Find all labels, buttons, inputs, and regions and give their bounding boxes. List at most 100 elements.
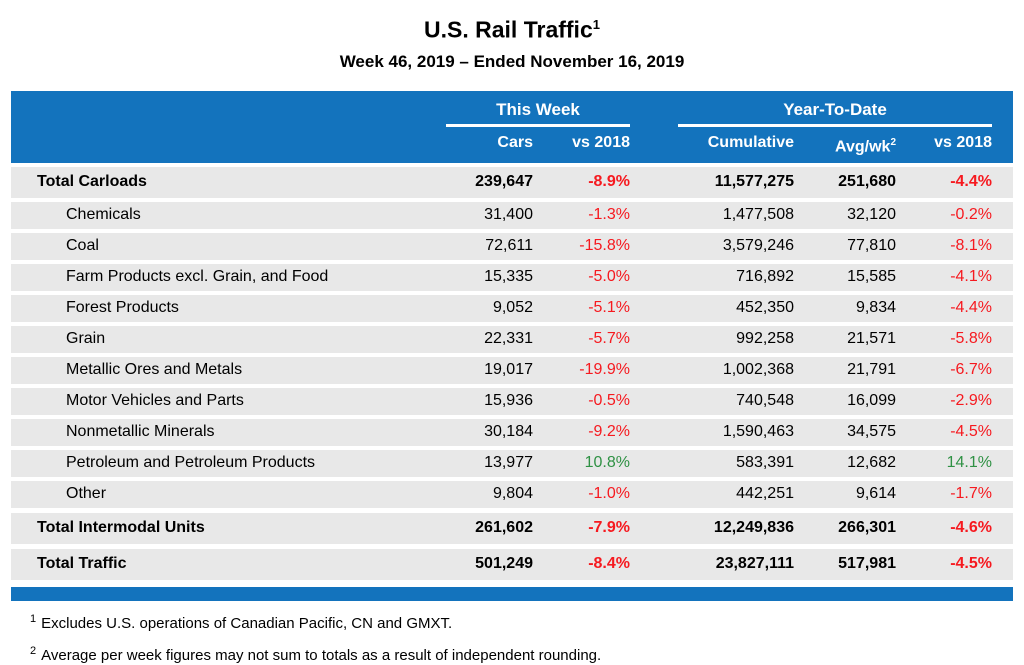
table-row-total: Total Carloads 239,647 -8.9% 11,577,275 …	[11, 166, 1013, 198]
vs-2018-ytd-value: -8.1%	[950, 237, 992, 255]
row-label: Coal	[66, 237, 99, 255]
row-label: Metallic Ores and Metals	[66, 361, 243, 379]
footnotes: 1 Excludes U.S. operations of Canadian Pa…	[30, 610, 1024, 665]
avg-wk-footnote-marker: 2	[890, 136, 896, 148]
vs-2018-week-value: -9.2%	[588, 423, 630, 441]
col-header-cars: Cars	[497, 133, 533, 151]
col-group-this-week: This Week	[446, 100, 630, 127]
footnote-2: 2 Average per week figures may not sum to…	[30, 642, 1024, 665]
vs-2018-week-value: -5.1%	[588, 299, 630, 317]
footnote-1-text: Excludes U.S. operations of Canadian Pac…	[41, 614, 453, 632]
avg-per-week-value: 34,575	[847, 423, 896, 441]
table-row: Petroleum and Petroleum Products 13,977 …	[11, 449, 1013, 477]
page-title-text: U.S. Rail Traffic	[424, 16, 593, 43]
vs-2018-ytd-value: -4.4%	[950, 299, 992, 317]
cumulative-value: 992,258	[736, 330, 794, 348]
column-header-row: Cars vs 2018 Cumulative Avg/wk2 vs 2018	[11, 127, 1013, 163]
footnote-1: 1 Excludes U.S. operations of Canadian Pa…	[30, 610, 1024, 633]
column-group-row: This Week Year-To-Date	[11, 100, 1013, 127]
vs-2018-ytd-value: -4.5%	[950, 555, 992, 573]
cars-value: 501,249	[475, 555, 533, 573]
vs-2018-week-value: -1.0%	[588, 485, 630, 503]
vs-2018-week-value: -5.0%	[588, 268, 630, 286]
vs-2018-week-value: -8.4%	[588, 555, 630, 573]
cumulative-value: 1,590,463	[722, 423, 794, 441]
avg-per-week-value: 9,614	[855, 485, 896, 503]
vs-2018-week-value: 10.8%	[584, 454, 630, 472]
table-header: This Week Year-To-Date Cars vs 2018 Cumu…	[11, 90, 1013, 163]
cumulative-value: 1,477,508	[722, 206, 794, 224]
row-label: Total Carloads	[37, 173, 147, 191]
vs-2018-week-value: -8.9%	[588, 173, 630, 191]
table-row: Farm Products excl. Grain, and Food 15,3…	[11, 263, 1013, 291]
table-row-total: Total Intermodal Units 261,602 -7.9% 12,…	[11, 512, 1013, 544]
row-label: Total Traffic	[37, 555, 127, 573]
vs-2018-week-value: -7.9%	[588, 519, 630, 537]
table-row: Grain 22,331 -5.7% 992,258 21,571 -5.8%	[11, 325, 1013, 353]
page-title: U.S. Rail Traffic1	[0, 0, 1024, 43]
col-header-vs-2018-ytd: vs 2018	[934, 133, 992, 151]
column-spacer	[630, 133, 678, 156]
cars-value: 22,331	[484, 330, 533, 348]
vs-2018-ytd-value: -0.2%	[950, 206, 992, 224]
col-header-avg-wk: Avg/wk2	[794, 133, 896, 156]
row-label: Nonmetallic Minerals	[66, 423, 215, 441]
row-label: Forest Products	[66, 299, 179, 317]
table-rows: Total Carloads 239,647 -8.9% 11,577,275 …	[11, 166, 1013, 580]
cumulative-value: 23,827,111	[715, 555, 794, 573]
title-footnote-marker: 1	[592, 17, 600, 32]
vs-2018-ytd-value: 14.1%	[946, 454, 992, 472]
header-spacer	[11, 100, 420, 127]
row-label: Petroleum and Petroleum Products	[66, 454, 316, 472]
avg-per-week-value: 21,791	[847, 361, 896, 379]
cars-value: 72,611	[485, 237, 533, 255]
avg-per-week-value: 77,810	[847, 237, 896, 255]
cars-value: 9,052	[492, 299, 533, 317]
cars-value: 15,936	[484, 392, 533, 410]
vs-2018-ytd-value: -4.6%	[950, 519, 992, 537]
col-group-year-to-date: Year-To-Date	[678, 100, 992, 127]
table-row: Coal 72,611 -15.8% 3,579,246 77,810 -8.1…	[11, 232, 1013, 260]
table-row: Other 9,804 -1.0% 442,251 9,614 -1.7%	[11, 480, 1013, 508]
table-row: Motor Vehicles and Parts 15,936 -0.5% 74…	[11, 387, 1013, 415]
avg-wk-label: Avg/wk	[835, 137, 891, 155]
cumulative-value: 3,579,246	[722, 237, 794, 255]
cars-value: 31,400	[484, 206, 533, 224]
table-row: Chemicals 31,400 -1.3% 1,477,508 32,120 …	[11, 201, 1013, 229]
avg-per-week-value: 251,680	[838, 173, 896, 191]
cumulative-value: 452,350	[736, 299, 794, 317]
row-label: Other	[66, 485, 107, 503]
table-row: Metallic Ores and Metals 19,017 -19.9% 1…	[11, 356, 1013, 384]
avg-per-week-value: 21,571	[847, 330, 896, 348]
vs-2018-week-value: -5.7%	[588, 330, 630, 348]
cumulative-value: 11,577,275	[714, 173, 794, 191]
cars-value: 15,335	[484, 268, 533, 286]
table-row-total: Total Traffic 501,249 -8.4% 23,827,111 5…	[11, 548, 1013, 580]
header-spacer	[11, 133, 420, 156]
row-label: Chemicals	[66, 206, 141, 224]
cumulative-value: 12,249,836	[713, 519, 794, 537]
cars-value: 30,184	[484, 423, 533, 441]
row-label: Motor Vehicles and Parts	[66, 392, 244, 410]
footnote-2-text: Average per week figures may not sum to …	[41, 646, 602, 664]
vs-2018-week-value: -0.5%	[588, 392, 630, 410]
vs-2018-ytd-value: -6.7%	[950, 361, 992, 379]
footnote-2-marker: 2	[30, 644, 37, 657]
avg-per-week-value: 16,099	[847, 392, 896, 410]
cars-value: 9,804	[492, 485, 533, 503]
vs-2018-week-value: -1.3%	[588, 206, 630, 224]
column-spacer	[630, 100, 678, 127]
cumulative-value: 1,002,368	[722, 361, 794, 379]
cumulative-value: 740,548	[736, 392, 794, 410]
vs-2018-week-value: -15.8%	[579, 237, 630, 255]
avg-per-week-value: 9,834	[855, 299, 896, 317]
vs-2018-week-value: -19.9%	[579, 361, 630, 379]
table-row: Nonmetallic Minerals 30,184 -9.2% 1,590,…	[11, 418, 1013, 446]
col-header-vs-2018-week: vs 2018	[572, 133, 630, 151]
avg-per-week-value: 266,301	[838, 519, 896, 537]
vs-2018-ytd-value: -4.4%	[950, 173, 992, 191]
avg-per-week-value: 12,682	[847, 454, 896, 472]
page-subtitle: Week 46, 2019 – Ended November 16, 2019	[339, 51, 685, 71]
vs-2018-ytd-value: -2.9%	[950, 392, 992, 410]
cumulative-value: 716,892	[736, 268, 794, 286]
